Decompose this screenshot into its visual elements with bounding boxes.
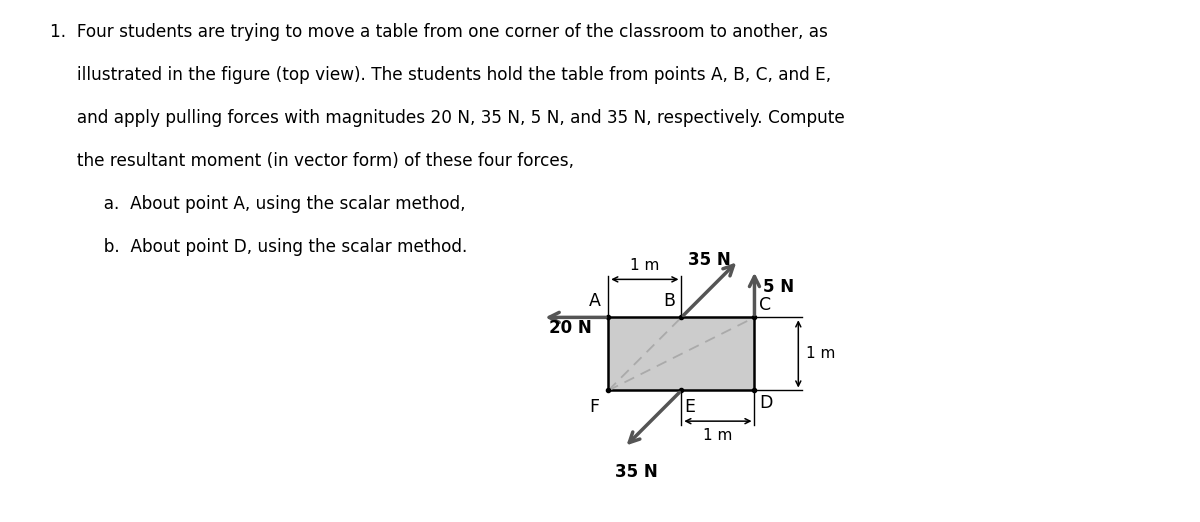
Text: a.  About point A, using the scalar method,: a. About point A, using the scalar metho… <box>50 195 466 212</box>
Text: 1 m: 1 m <box>703 428 733 443</box>
Text: C: C <box>758 296 770 314</box>
Text: F: F <box>589 398 600 416</box>
Text: A: A <box>589 292 601 310</box>
Text: illustrated in the figure (top view). The students hold the table from points A,: illustrated in the figure (top view). Th… <box>50 66 832 84</box>
Text: the resultant moment (in vector form) of these four forces,: the resultant moment (in vector form) of… <box>50 152 575 170</box>
Text: 5 N: 5 N <box>763 278 794 296</box>
Text: 1 m: 1 m <box>805 347 835 361</box>
Text: B: B <box>664 292 676 310</box>
Text: and apply pulling forces with magnitudes 20 N, 35 N, 5 N, and 35 N, respectively: and apply pulling forces with magnitudes… <box>50 109 845 127</box>
Text: D: D <box>758 394 773 412</box>
Text: 1.  Four students are trying to move a table from one corner of the classroom to: 1. Four students are trying to move a ta… <box>50 23 828 41</box>
Bar <box>608 317 755 390</box>
Text: 35 N: 35 N <box>688 251 731 269</box>
Text: 1 m: 1 m <box>630 258 660 273</box>
Text: E: E <box>684 398 695 416</box>
Text: b.  About point D, using the scalar method.: b. About point D, using the scalar metho… <box>50 238 468 255</box>
Text: 35 N: 35 N <box>614 462 658 481</box>
Text: 20 N: 20 N <box>548 319 592 337</box>
